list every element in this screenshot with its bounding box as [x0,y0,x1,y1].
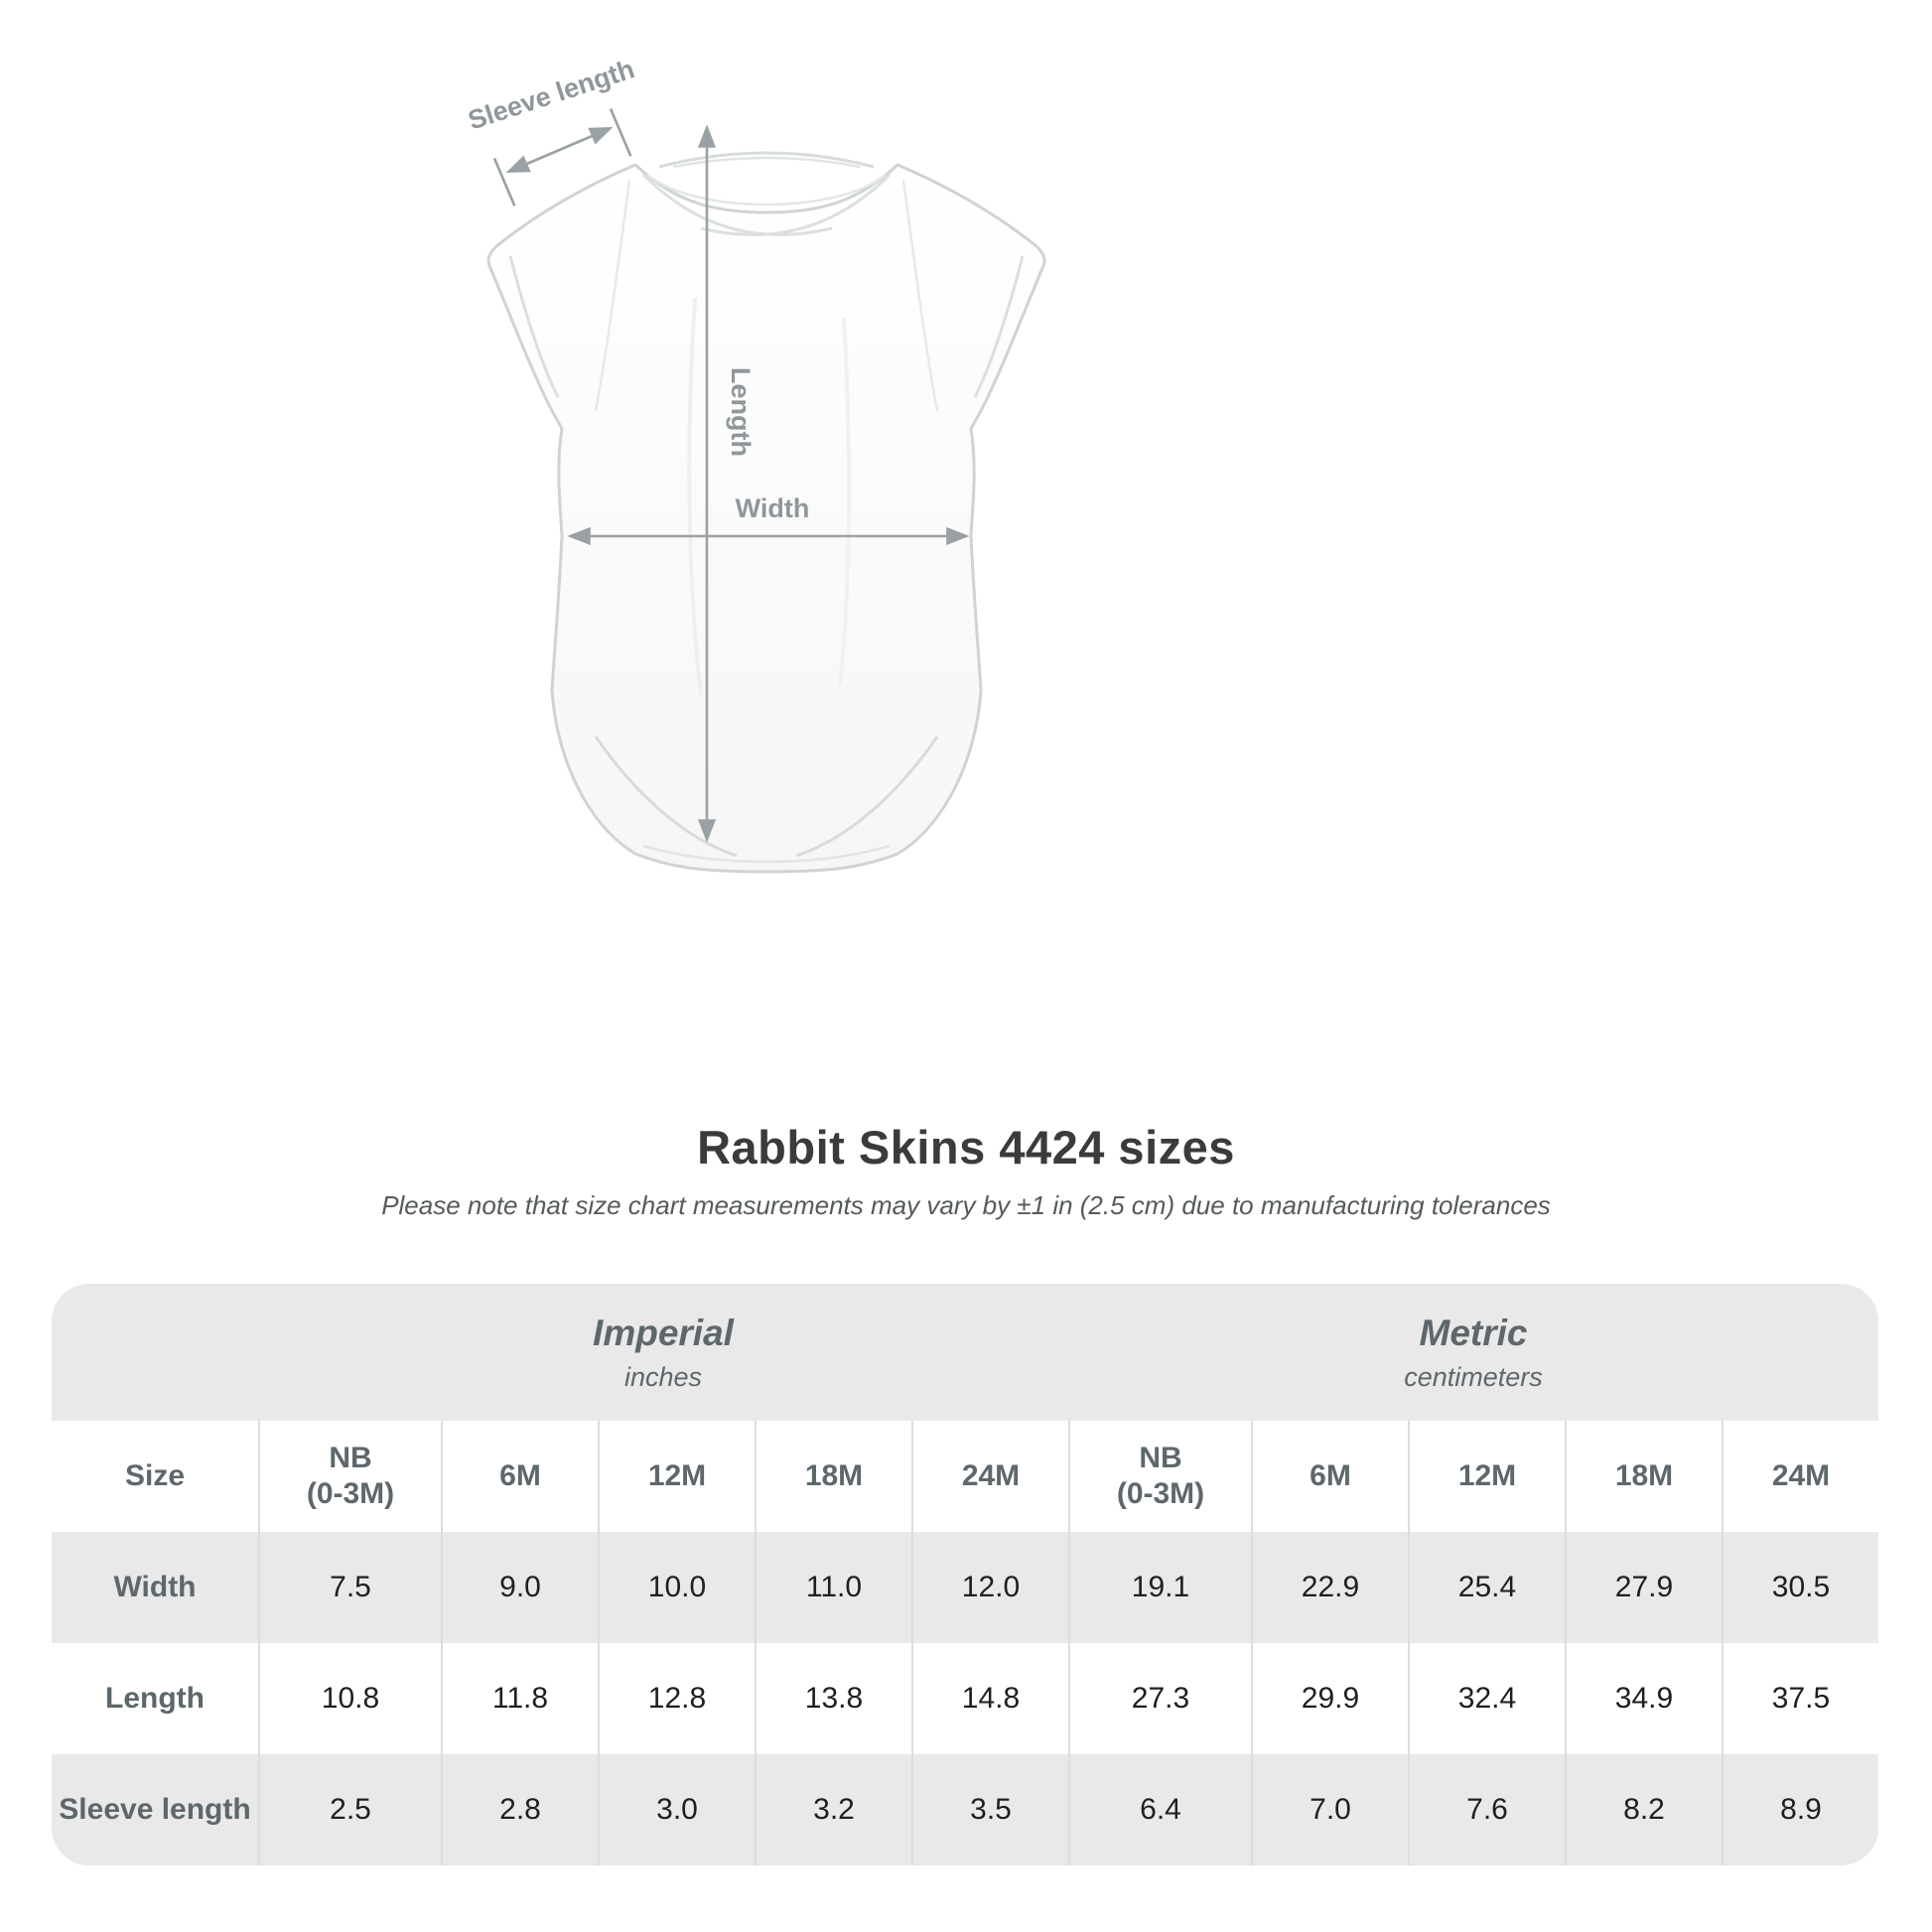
measurement-value: 3.5 [911,1754,1068,1865]
size-column-header: 6M [1251,1421,1408,1532]
imperial-unit-label: inches [623,1361,703,1392]
onesie-measurement-diagram: Sleeve length Length Width [465,54,1046,874]
imperial-group-header: Imperial inches [258,1284,1068,1421]
size-column-header: 24M [1722,1421,1878,1532]
measurement-value: 2.8 [441,1754,598,1865]
measurement-value: 25.4 [1408,1532,1565,1643]
measurement-value: 19.1 [1068,1532,1251,1643]
measurement-label: Length [105,1682,205,1715]
size-column-header: 6M [441,1421,598,1532]
measurement-value: 7.0 [1251,1754,1408,1865]
title-block: Rabbit Skins 4424 sizes Please note that… [0,1120,1932,1221]
measurement-value: 3.2 [755,1754,911,1865]
metric-group-header: Metric centimeters [1068,1284,1878,1421]
measurement-value: 29.9 [1251,1643,1408,1754]
measurement-row: Sleeve length 2.5 2.8 3.0 3.2 3.5 6.4 7.0 7.6 8.2… [52,1754,1878,1865]
size-column-header: 18M [755,1421,911,1532]
metric-unit-label: centimeters [1404,1361,1543,1392]
measurement-value: 22.9 [1251,1532,1408,1643]
measurement-value: 37.5 [1722,1643,1878,1754]
size-column-header: 12M [598,1421,755,1532]
metric-label: Metric [1419,1311,1528,1353]
measurement-value: 10.8 [258,1643,441,1754]
size-column-header: 18M [1565,1421,1722,1532]
measurement-annotations [492,107,970,843]
measurement-value: 11.0 [755,1532,911,1643]
sleeve-length-arrow [492,107,632,207]
measurement-value: 6.4 [1068,1754,1251,1865]
size-table: Imperial inches Metric centimeters Size N… [52,1284,1878,1865]
measurement-value: 12.0 [911,1532,1068,1643]
measurement-value: 30.5 [1722,1532,1878,1643]
measurement-value: 14.8 [911,1643,1068,1754]
page-title: Rabbit Skins 4424 sizes [697,1121,1235,1173]
measurement-value: 7.5 [258,1532,441,1643]
measurement-value: 12.8 [598,1643,755,1754]
unit-band: Imperial inches Metric centimeters [52,1284,1878,1421]
width-label: Width [736,493,810,523]
tolerance-note: Please note that size chart measurements… [381,1190,1551,1220]
measurement-value: 11.8 [441,1643,598,1754]
size-column-header: NB (0-3M) [258,1421,441,1532]
size-header-row: Size NB (0-3M) 6M 12M 18M 24M NB (0-3M) 6M 12M 18… [52,1421,1878,1532]
measurement-row: Length 10.8 11.8 12.8 13.8 14.8 27.3 29.9 32.4 34… [52,1643,1878,1754]
measurement-value: 2.5 [258,1754,441,1865]
length-label: Length [726,367,756,457]
measurement-row: Width 7.5 9.0 10.0 11.0 12.0 19.1 22.9 25.4 27.9 3… [52,1532,1878,1643]
size-table-rows: Size NB (0-3M) 6M 12M 18M 24M NB (0-3M) 6M 12M 18… [52,1421,1878,1865]
measurement-value: 10.0 [598,1532,755,1643]
measurement-value: 27.3 [1068,1643,1251,1754]
measurement-label: Width [113,1571,197,1603]
measurement-value: 7.6 [1408,1754,1565,1865]
size-row-label: Size [124,1459,186,1492]
size-column-header: 24M [911,1421,1068,1532]
measurement-value: 8.9 [1722,1754,1878,1865]
measurement-value: 13.8 [755,1643,911,1754]
size-column-header: 12M [1408,1421,1565,1532]
measurement-value: 27.9 [1565,1532,1722,1643]
imperial-label: Imperial [593,1311,734,1353]
measurement-value: 34.9 [1565,1643,1722,1754]
measurement-label: Sleeve length [59,1793,251,1826]
onesie-garment [486,151,1046,874]
measurement-value: 8.2 [1565,1754,1722,1865]
size-column-header: NB (0-3M) [1068,1421,1251,1532]
measurement-value: 9.0 [441,1532,598,1643]
measurement-value: 32.4 [1408,1643,1565,1754]
sleeve-length-label: Sleeve length [465,54,638,135]
measurement-value: 3.0 [598,1754,755,1865]
